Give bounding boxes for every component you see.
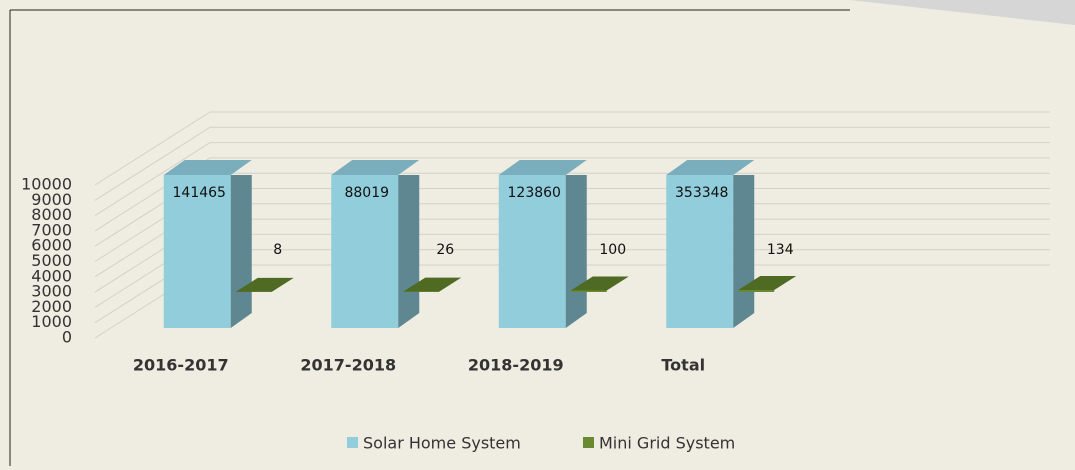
legend-label: Mini Grid System xyxy=(599,434,735,453)
data-label: 8 xyxy=(273,242,282,258)
x-tick-label: Total xyxy=(661,356,705,375)
data-label: 26 xyxy=(436,242,454,258)
legend-label: Solar Home System xyxy=(363,434,521,453)
legend-swatch xyxy=(583,437,594,448)
y-tick-label: 10000 xyxy=(21,175,72,194)
x-tick-label: 2018-2019 xyxy=(468,356,564,375)
x-tick-label: 2016-2017 xyxy=(133,356,229,375)
data-label: 123860 xyxy=(508,185,561,201)
data-label: 88019 xyxy=(344,185,389,201)
data-label: 134 xyxy=(767,242,794,258)
bar xyxy=(571,290,607,292)
bar xyxy=(738,290,774,292)
data-label: 141465 xyxy=(173,185,226,201)
x-tick-label: 2017-2018 xyxy=(300,356,396,375)
data-label: 353348 xyxy=(675,185,728,201)
data-label: 100 xyxy=(599,242,626,258)
legend-swatch xyxy=(347,437,358,448)
